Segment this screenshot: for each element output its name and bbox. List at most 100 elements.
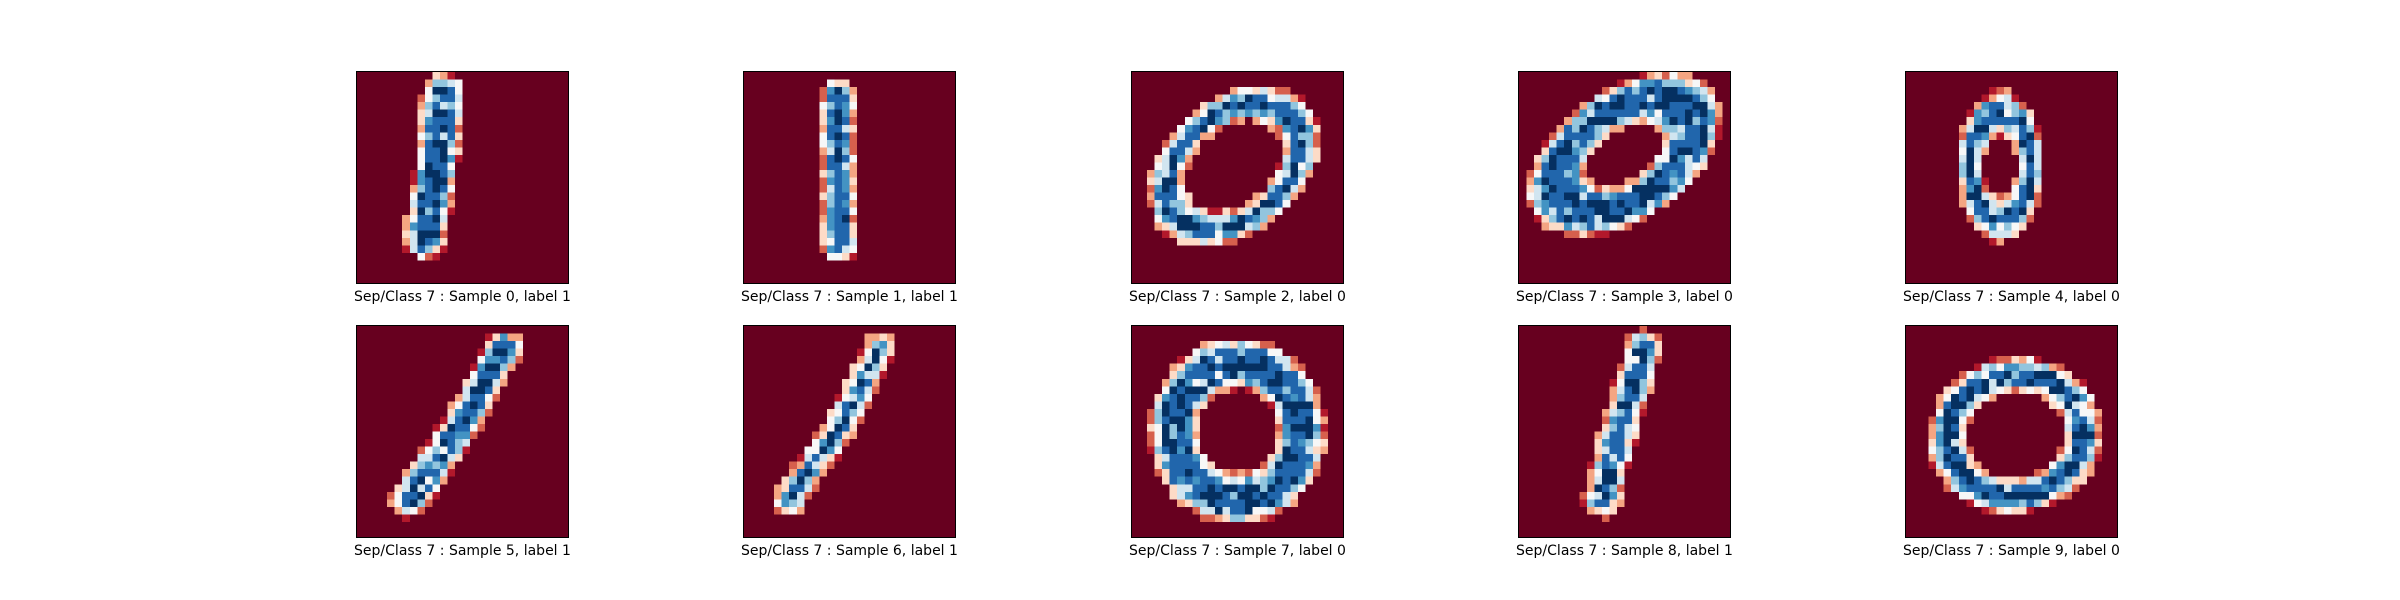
heatmap-cell [1215,125,1223,133]
heatmap-cell [1207,386,1215,394]
heatmap-cell [1989,477,1997,485]
heatmap-cell [1662,178,1670,186]
heatmap-cell [1572,162,1580,170]
heatmap-cell [1283,454,1291,462]
heatmap-cell [2064,394,2072,402]
heatmap-cell [1283,193,1291,201]
heatmap-cell [1549,170,1557,178]
heatmap-cell [1268,193,1276,201]
heatmap-cell [2004,499,2012,507]
heatmap-cell [2087,409,2095,417]
heatmap-cell [804,492,812,500]
heatmap-cell [417,215,425,223]
heatmap-cell [2042,477,2050,485]
heatmap-cell [2019,140,2027,148]
heatmap-cell [1320,416,1328,424]
heatmap-cell [1162,193,1170,201]
heatmap-cell [1715,132,1723,140]
heatmap-cell [872,334,880,342]
heatmap-cell [1670,95,1678,103]
heatmap-cell [1534,170,1542,178]
heatmap-cell [1989,132,1997,140]
heatmap-cell [2019,178,2027,186]
heatmap-cell [1944,416,1952,424]
heatmap-cell [1989,200,1997,208]
heatmap-cell [1640,200,1648,208]
heatmap-cell [1951,484,1959,492]
heatmap-cell [1275,499,1283,507]
heatmap-cell [417,507,425,515]
heatmap-cell [2057,469,2065,477]
heatmap-cell [1625,469,1633,477]
heatmap-cell [2027,484,2035,492]
heatmap-cell [485,386,493,394]
heatmap-cell [842,125,850,133]
heatmap-cell [463,409,471,417]
heatmap-cell [880,341,888,349]
heatmap-cell [2079,401,2087,409]
heatmap-cell [1162,409,1170,417]
heatmap-cell [1162,424,1170,432]
heatmap-cell [1230,110,1238,118]
heatmap-cell [432,454,440,462]
heatmap-cell [1617,492,1625,500]
heatmap-cell [887,356,895,364]
heatmap-cell [819,469,827,477]
heatmap-cell [842,102,850,110]
heatmap-cell [1268,477,1276,485]
heatmap-cell [2004,484,2012,492]
heatmap-cell [1283,170,1291,178]
heatmap-cell [2019,193,2027,201]
heatmap-cell [2087,432,2095,440]
heatmap-cell [2012,200,2020,208]
heatmap-cell [834,409,842,417]
heatmap-cell [2004,200,2012,208]
heatmap-cell [432,162,440,170]
heatmap-cell [432,125,440,133]
heatmap-cell [1989,379,1997,387]
heatmap-cell [2072,401,2080,409]
heatmap-cell [1572,178,1580,186]
heatmap-cell [1700,140,1708,148]
heatmap-cell [1692,87,1700,95]
heatmap-cell [395,492,403,500]
heatmap-cell [1966,193,1974,201]
heatmap-cell [1966,155,1974,163]
heatmap-cell [1564,147,1572,155]
heatmap-svg [1519,72,1730,283]
heatmap-cell [1298,454,1306,462]
heatmap-cell [1981,484,1989,492]
heatmap-cell [1587,208,1595,216]
heatmap-cell [834,394,842,402]
heatmap-cell [1268,208,1276,216]
heatmap-cell [789,499,797,507]
heatmap-cell [440,223,448,231]
heatmap-cell [387,499,395,507]
heatmap-cell [1320,409,1328,417]
heatmap-cell [1260,499,1268,507]
heatmap-cell [1283,424,1291,432]
heatmap-cell [1692,162,1700,170]
heatmap-cell [485,341,493,349]
heatmap-cell [432,185,440,193]
heatmap-cell [500,356,508,364]
heatmap-cell [1185,424,1193,432]
heatmap-cell [827,439,835,447]
heatmap-cell [432,193,440,201]
heatmap-cell [1929,416,1937,424]
heatmap-cell [804,454,812,462]
heatmap-cell [1640,409,1648,417]
heatmap-cell [1677,110,1685,118]
heatmap-cell [1594,514,1602,522]
heatmap-cell [789,469,797,477]
heatmap-cell [1170,454,1178,462]
heatmap-cell [819,424,827,432]
heatmap-cell [1177,215,1185,223]
heatmap-cell [2072,394,2080,402]
heatmap-cell [2012,147,2020,155]
heatmap-cell [1238,492,1246,500]
heatmap-cell [1602,484,1610,492]
heatmap-cell [834,147,842,155]
heatmap-cell [850,125,858,133]
heatmap-cell [470,386,478,394]
